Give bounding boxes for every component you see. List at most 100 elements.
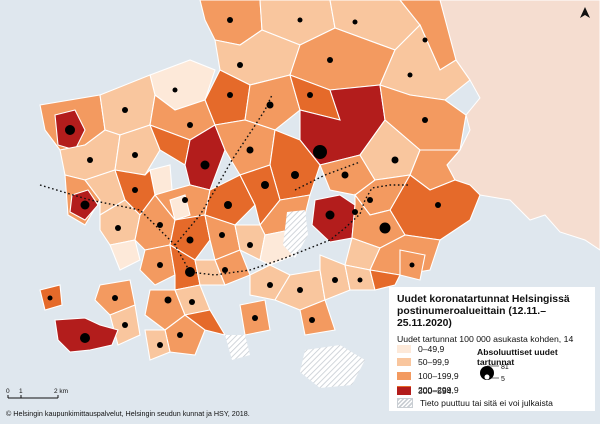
case-bubble — [422, 37, 428, 43]
case-bubble — [367, 197, 373, 203]
case-bubble — [291, 171, 299, 179]
case-bubble — [297, 17, 303, 23]
rail-line — [174, 94, 273, 246]
case-bubble — [157, 222, 163, 228]
district — [369, 269, 401, 291]
district — [299, 299, 336, 336]
case-bubble — [189, 299, 195, 305]
case-bubble — [313, 145, 327, 159]
legend-title-line1: Uudet koronatartunnat Helsingissä — [397, 294, 570, 305]
legend-class: 300–594 — [397, 384, 451, 398]
case-bubble — [391, 156, 399, 164]
case-bubble — [341, 171, 349, 179]
missing-data-swatch — [397, 398, 413, 408]
class-swatch — [397, 358, 411, 367]
case-bubble — [80, 333, 90, 343]
case-bubble — [246, 146, 254, 154]
case-bubble — [261, 181, 269, 189]
case-bubble — [172, 87, 178, 93]
class-swatch — [397, 344, 411, 353]
case-bubble — [219, 232, 225, 238]
case-bubble — [307, 92, 313, 98]
case-bubble — [185, 267, 195, 277]
class-label: 0–49,9 — [418, 343, 445, 354]
class-label: 50–99,9 — [418, 357, 450, 368]
case-bubble — [435, 202, 441, 208]
case-bubble — [186, 236, 194, 244]
absolute-min-label: 5 — [501, 376, 505, 383]
case-bubble — [164, 296, 172, 304]
bubble-max-icon — [480, 366, 494, 380]
case-bubble — [122, 107, 128, 113]
case-bubble — [352, 19, 358, 25]
case-bubble — [112, 295, 118, 301]
legend-class: 50–99,9 — [397, 356, 459, 370]
case-bubbles — [47, 17, 441, 348]
legend-title-line2: postinumeroalueittain (12.11.–25.11.2020… — [397, 306, 546, 329]
district — [204, 174, 256, 226]
case-bubble — [187, 122, 193, 128]
scale-label-0: 0 — [6, 388, 10, 395]
scale-label-1: 1 — [19, 388, 23, 395]
case-bubble — [357, 277, 363, 283]
case-bubble — [80, 200, 90, 210]
scale-bar-graphic: 0 1 2 km — [6, 388, 68, 399]
case-bubble — [157, 342, 163, 348]
bubble-size-legend: 81 5 — [480, 364, 509, 383]
case-bubble — [65, 125, 75, 135]
case-bubble — [327, 57, 333, 63]
case-bubble — [224, 201, 232, 209]
case-bubble — [87, 157, 93, 163]
case-bubble — [422, 117, 428, 123]
case-bubble — [177, 332, 183, 338]
class-swatch — [397, 386, 411, 395]
case-bubble — [352, 209, 358, 215]
absolute-title: Absoluuttiset uudet tartunnat — [477, 347, 558, 367]
missing-data-area — [283, 210, 308, 258]
bubble-min-icon — [484, 374, 490, 380]
case-bubble — [200, 160, 210, 170]
case-bubble — [247, 242, 253, 248]
case-bubble — [266, 101, 274, 109]
case-bubble — [115, 225, 121, 231]
class-swatch — [397, 371, 411, 380]
case-bubble — [132, 152, 138, 158]
case-bubble — [409, 262, 415, 268]
case-bubble — [227, 17, 233, 23]
absolute-max-label: 81 — [501, 364, 509, 371]
case-bubble — [157, 262, 163, 268]
case-bubble — [122, 322, 128, 328]
case-bubble — [332, 277, 338, 283]
legend: Uudet koronatartunnat Helsingissä postin… — [389, 287, 595, 411]
missing-data-area — [225, 335, 250, 360]
legend-class: 0–49,9 — [397, 342, 459, 356]
case-bubble — [252, 315, 258, 321]
case-bubble — [47, 295, 53, 301]
missing-data-legend: Tieto puuttuu tai sitä ei voi julkaista — [397, 398, 553, 408]
class-label: 200–299,9 — [418, 384, 459, 395]
case-bubble — [267, 282, 273, 288]
scale-label-2: 2 km — [54, 388, 68, 395]
case-bubble — [297, 287, 303, 293]
case-bubble — [182, 197, 188, 203]
case-bubble — [407, 72, 413, 78]
scale-bar: 0 1 2 km — [6, 386, 86, 411]
class-label: 300–594 — [418, 385, 452, 396]
missing-data-area — [300, 345, 365, 388]
case-bubble — [379, 222, 391, 234]
case-bubble — [227, 92, 233, 98]
north-arrow-icon — [580, 7, 590, 18]
case-bubble — [325, 210, 335, 220]
district — [244, 74, 301, 131]
district — [114, 124, 161, 176]
case-bubble — [237, 62, 243, 68]
case-bubble — [132, 187, 138, 193]
absolute-legend: Absoluuttiset uudet tartunnat 81 5 — [477, 347, 589, 383]
missing-data-label: Tieto puuttuu tai sitä ei voi julkaista — [420, 398, 553, 408]
district — [109, 239, 141, 271]
case-bubble — [309, 317, 315, 323]
legend-class: 100–199,9 — [397, 369, 459, 383]
copyright-text: © Helsingin kaupunkimittauspalvelut, Hel… — [6, 409, 250, 418]
